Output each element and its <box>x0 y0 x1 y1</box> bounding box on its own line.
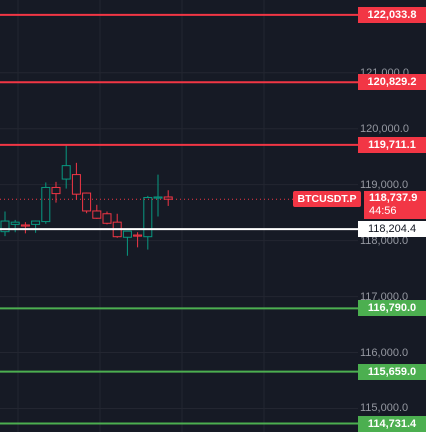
candle-up <box>153 196 163 199</box>
candle-up <box>31 220 41 225</box>
candle-down <box>92 210 102 219</box>
candle-up <box>143 197 153 238</box>
price-axis-tick: 116,000.0 <box>360 346 409 359</box>
price-axis-tick: 119,000.0 <box>360 178 409 191</box>
candle-down <box>71 174 81 195</box>
price-axis-tick: 118,000.0 <box>360 234 409 247</box>
candle-up <box>122 230 132 238</box>
candle-down <box>102 213 112 224</box>
price-axis-tick: 120,000.0 <box>360 122 409 135</box>
candle-up <box>0 220 10 233</box>
level-label-support: 115,659.0 <box>358 363 426 380</box>
candle-down <box>82 192 92 212</box>
level-label-resistance: 119,711.1 <box>358 136 426 153</box>
price-axis-tick: 115,000.0 <box>360 402 409 415</box>
level-label-support: 116,790.0 <box>358 300 426 317</box>
last-price-value: 118,737.9 <box>369 192 418 205</box>
level-label-resistance: 120,829.2 <box>358 74 426 91</box>
level-label-pivot: 118,204.4 <box>358 221 426 238</box>
candle-countdown: 44:56 <box>369 205 397 218</box>
candle-up <box>61 165 71 180</box>
level-label-support: 114,731.4 <box>358 415 426 432</box>
candle-down <box>133 234 143 237</box>
symbol-tag: BTCUSDT.P <box>293 191 361 208</box>
level-label-resistance: 122,033.8 <box>358 6 426 23</box>
price-axis-tick: 117,000.0 <box>360 290 409 303</box>
candle-down <box>51 186 61 195</box>
last-price-badge: 118,737.9 44:56 <box>364 191 426 220</box>
candle-up <box>10 221 20 225</box>
candle-down <box>20 224 30 227</box>
candle-up <box>41 186 51 223</box>
